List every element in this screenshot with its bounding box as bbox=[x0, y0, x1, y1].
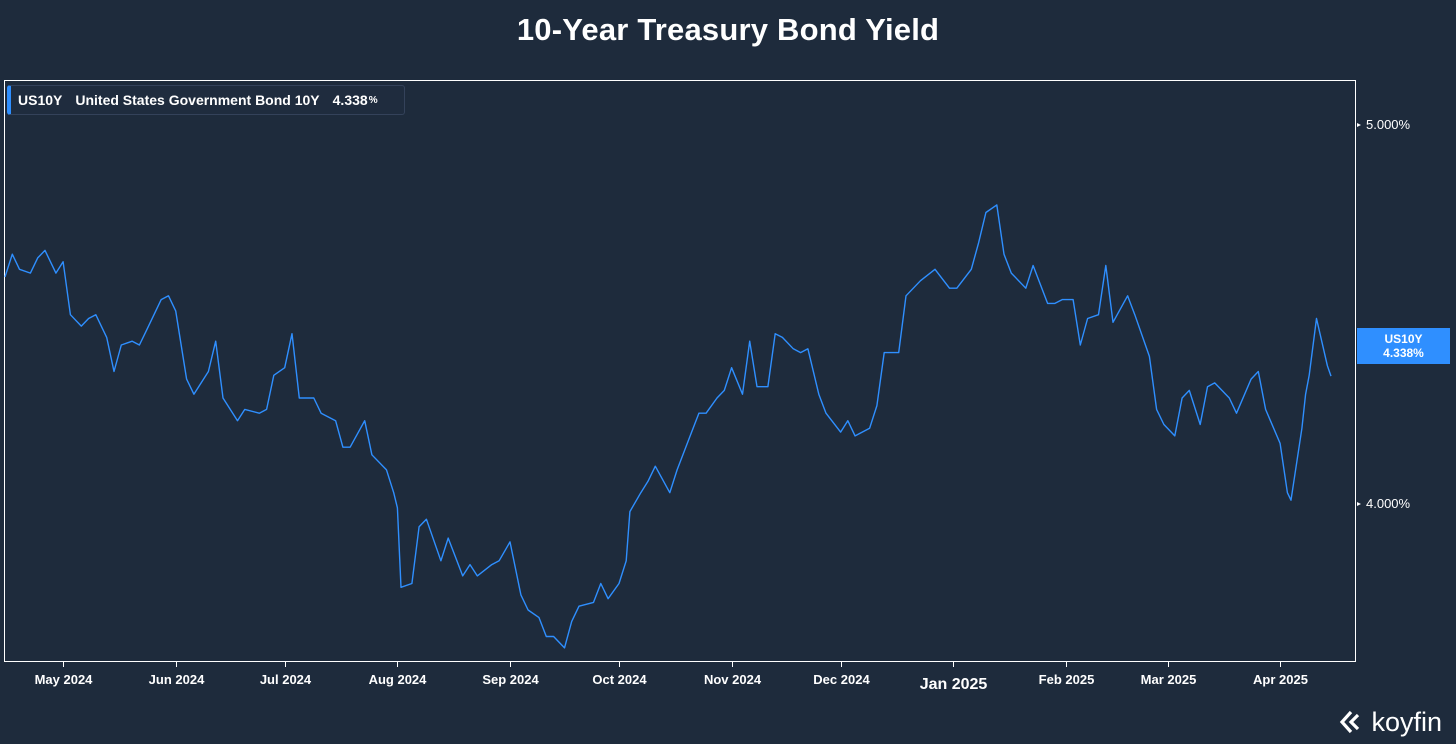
x-tick-label: Feb 2025 bbox=[1039, 672, 1095, 687]
price-tag-value: 4.338% bbox=[1383, 346, 1424, 360]
x-tick-label: Mar 2025 bbox=[1141, 672, 1197, 687]
koyfin-mark-icon bbox=[1340, 710, 1360, 734]
y-tick-mark bbox=[1357, 502, 1361, 506]
legend-symbol: US10Y bbox=[18, 92, 63, 108]
legend[interactable]: US10Y United States Government Bond 10Y … bbox=[7, 85, 405, 115]
legend-series-name: United States Government Bond 10Y bbox=[75, 92, 320, 108]
legend-unit: % bbox=[368, 94, 378, 106]
x-tick-label: Oct 2024 bbox=[592, 672, 647, 687]
x-tick-label: Aug 2024 bbox=[369, 672, 428, 687]
x-tick-label: Apr 2025 bbox=[1253, 672, 1308, 687]
y-tick-label: 5.000% bbox=[1366, 117, 1411, 132]
series-line-us10y bbox=[4, 204, 1332, 649]
x-tick-label: Dec 2024 bbox=[813, 672, 870, 687]
y-tick-label: 4.000% bbox=[1366, 496, 1411, 511]
plot-frame bbox=[4, 80, 1356, 662]
x-tick-label: Jan 2025 bbox=[920, 676, 988, 693]
x-tick-label: Sep 2024 bbox=[482, 672, 539, 687]
price-tag-symbol: US10Y bbox=[1384, 332, 1423, 346]
x-tick-label: Jun 2024 bbox=[149, 672, 205, 687]
koyfin-logo: koyfin bbox=[1339, 706, 1442, 738]
y-axis: 5.000% 4.000% bbox=[1357, 117, 1411, 511]
chart-title: 10-Year Treasury Bond Yield bbox=[516, 12, 940, 47]
series-layer bbox=[4, 204, 1332, 649]
brand-name: koyfin bbox=[1371, 706, 1442, 737]
x-tick-label: Nov 2024 bbox=[704, 672, 762, 687]
legend-value: 4.338 bbox=[332, 92, 368, 108]
last-price-tag: US10Y 4.338% bbox=[1357, 328, 1450, 364]
y-tick-mark bbox=[1357, 123, 1361, 127]
x-axis: May 2024 Jun 2024 Jul 2024 Aug 2024 Sep 2024… bbox=[35, 661, 1308, 693]
x-tick-label: Jul 2024 bbox=[260, 672, 312, 687]
x-tick-label: May 2024 bbox=[35, 672, 94, 687]
